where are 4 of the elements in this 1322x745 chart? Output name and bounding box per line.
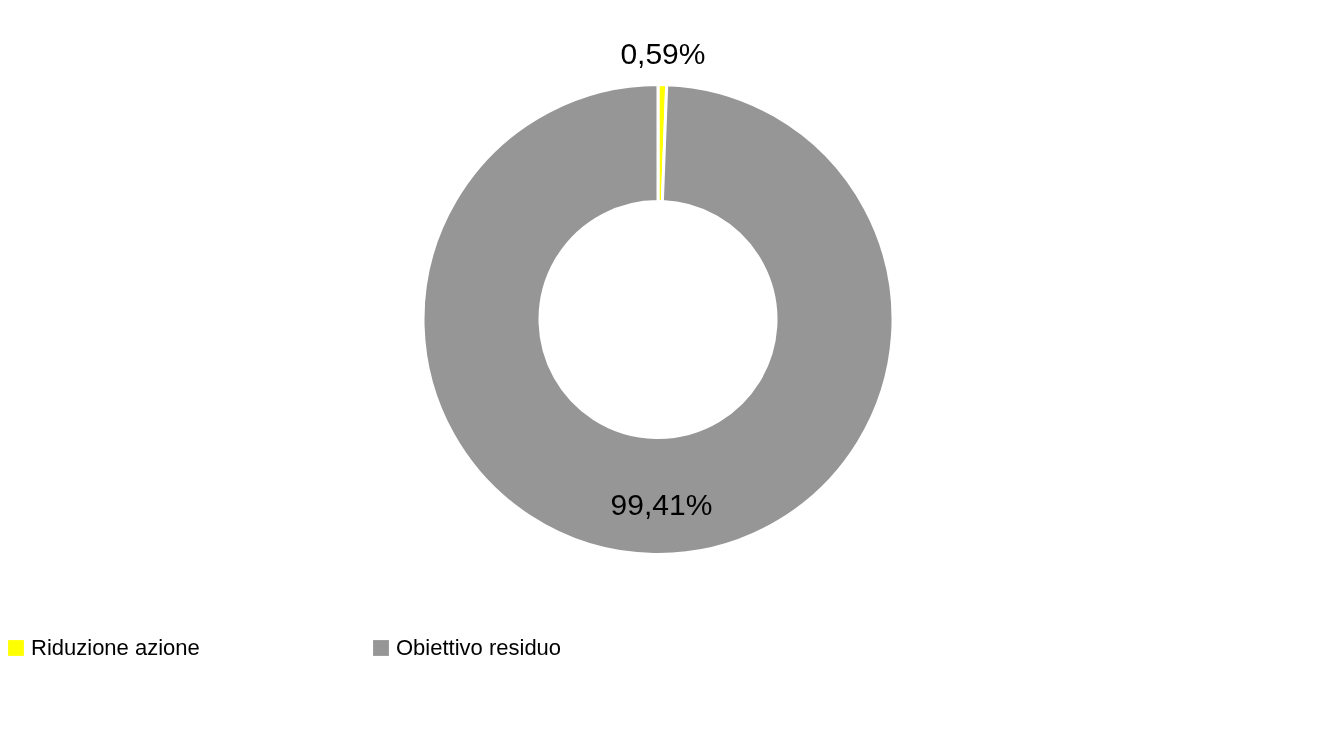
legend-label: Riduzione azione [31, 635, 200, 660]
data-label: 99,41% [610, 487, 713, 521]
legend-label: Obiettivo residuo [396, 635, 562, 660]
data-label: 0,59% [620, 36, 706, 70]
